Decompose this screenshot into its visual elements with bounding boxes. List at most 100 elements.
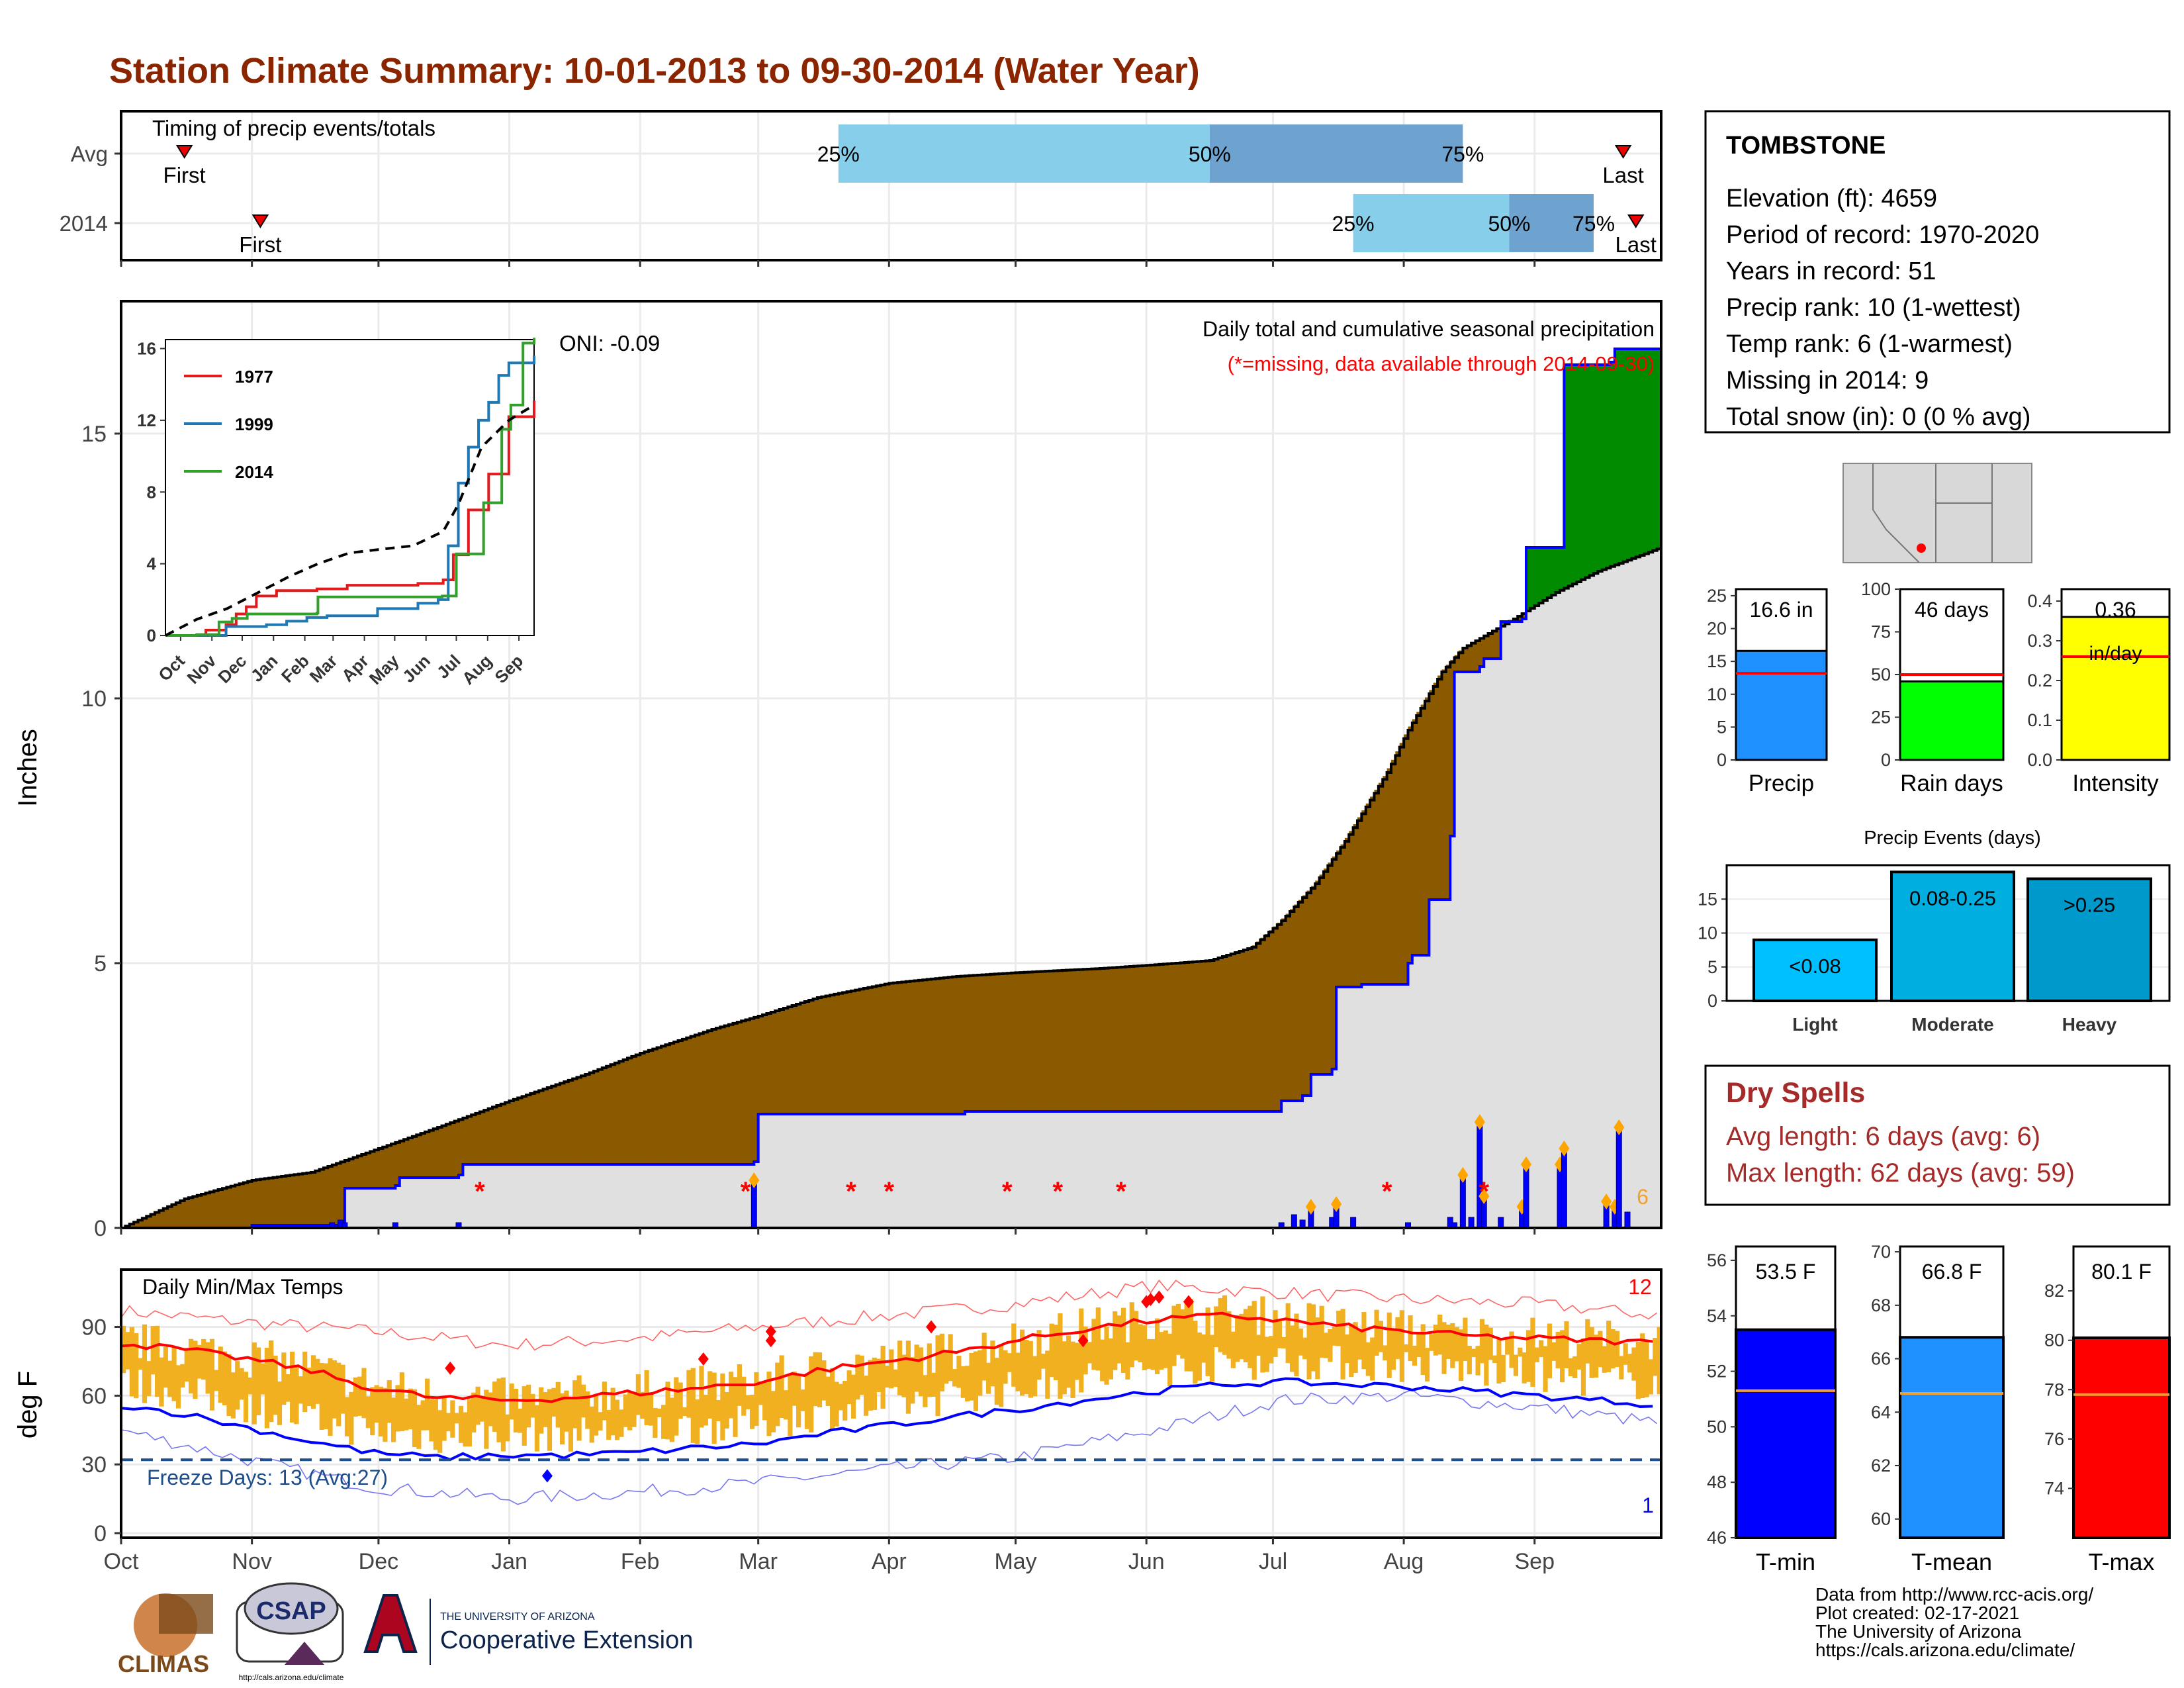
precip-deficit-fill — [1159, 964, 1164, 1111]
temp-daily-range-bar — [484, 1389, 489, 1449]
mini-bar-tick-label: 25 — [1707, 586, 1727, 606]
temp-daily-range-bar — [1306, 1303, 1312, 1380]
precip-deficit-fill — [627, 1057, 633, 1164]
precip-deficit-fill — [1116, 967, 1122, 1111]
mini-bar-Precip — [1735, 649, 1828, 761]
temp-daily-range-bar — [1066, 1335, 1071, 1388]
mini-bar-tick-label: 10 — [1707, 684, 1727, 704]
temp-daily-range-bar — [978, 1350, 983, 1396]
precip-deficit-fill — [855, 989, 860, 1114]
station-info-line: Years in record: 51 — [1726, 258, 1936, 285]
precip-deficit-fill — [1214, 959, 1219, 1111]
temp-daily-range-bar — [850, 1374, 856, 1419]
inset-y-tick-label: 8 — [147, 482, 156, 502]
temp-daily-range-bar — [467, 1399, 472, 1447]
temp-daily-range-bar — [640, 1391, 645, 1419]
precip-deficit-fill — [336, 1162, 341, 1225]
precip-deficit-fill — [1007, 973, 1012, 1111]
temp-daily-range-bar — [1606, 1321, 1612, 1372]
temp-daily-range-bar — [1395, 1317, 1400, 1360]
precip-deficit-fill — [505, 1102, 510, 1164]
precip-deficit-fill — [720, 1026, 725, 1164]
temp-daily-range-bar — [594, 1395, 599, 1436]
temp-daily-range-bar — [1424, 1348, 1430, 1382]
precip-deficit-fill — [324, 1167, 328, 1225]
precip-deficit-fill — [344, 1159, 349, 1188]
precip-deficit-fill — [846, 991, 852, 1114]
temp-daily-range-bar — [534, 1405, 539, 1452]
temp-daily-range-bar — [661, 1405, 666, 1439]
temp-daily-range-bar — [838, 1383, 843, 1411]
precip-deficit-fill — [1150, 964, 1156, 1111]
temp-record-min-line — [120, 1389, 1658, 1505]
precip-deficit-fill — [1273, 926, 1278, 1111]
temp-mini-tick-label: 70 — [1871, 1242, 1891, 1262]
temp-daily-range-bar — [859, 1355, 864, 1395]
temp-record-high-marker — [1183, 1295, 1194, 1309]
month-axis-label: Jun — [1128, 1549, 1165, 1574]
temp-daily-range-bar — [897, 1340, 903, 1395]
inset-legend-label: 1977 — [235, 367, 273, 387]
timing-percent-label: 25% — [817, 142, 860, 166]
precip-deficit-fill — [1353, 824, 1358, 987]
temp-daily-range-bar — [429, 1399, 434, 1442]
precip-deficit-fill — [1230, 953, 1236, 1111]
temp-mini-label: T-mean — [1911, 1548, 1992, 1575]
temp-daily-range-bar — [956, 1356, 962, 1388]
temp-daily-range-bar — [357, 1376, 363, 1416]
precip-deficit-fill — [901, 982, 907, 1114]
precip-surplus-fill — [1572, 365, 1578, 583]
temp-daily-range-bar — [1404, 1344, 1409, 1352]
temp-daily-range-bar — [1509, 1331, 1514, 1368]
temp-mini-tick-label: 56 — [1707, 1250, 1727, 1270]
temp-daily-range-bar — [218, 1346, 223, 1403]
temp-daily-range-bar — [560, 1393, 565, 1445]
precip-deficit-fill — [437, 1126, 443, 1178]
temp-daily-range-bar — [703, 1394, 708, 1426]
temp-mini-tick-label: 54 — [1707, 1306, 1727, 1326]
precip-deficit-fill — [648, 1049, 653, 1164]
temp-daily-range-bar — [1564, 1321, 1569, 1369]
temp-daily-range-bar — [619, 1409, 624, 1437]
temp-daily-range-bar — [1045, 1350, 1050, 1399]
precip-deficit-fill — [686, 1037, 692, 1164]
precip-deficit-fill — [1285, 914, 1291, 1101]
mini-bar-tick-label: 0.2 — [2027, 671, 2052, 690]
precip-deficit-fill — [775, 1010, 780, 1114]
temp-daily-range-bar — [226, 1354, 232, 1417]
temp-daily-range-bar — [1450, 1323, 1455, 1368]
precip-surplus-fill — [1534, 547, 1539, 604]
missing-day-marker: * — [1002, 1177, 1013, 1206]
precip-deficit-fill — [205, 1192, 210, 1228]
precip-deficit-fill — [572, 1078, 578, 1164]
temp-daily-range-bar — [1218, 1297, 1223, 1352]
precip-deficit-fill — [918, 980, 923, 1114]
timing-bar-50-75 — [1509, 194, 1594, 252]
mini-bar-label: Precip — [1749, 771, 1814, 796]
precip-surplus-fill — [1602, 365, 1607, 569]
temp-daily-range-bar — [1019, 1329, 1025, 1396]
precip-deficit-fill — [214, 1190, 219, 1228]
temp-daily-range-bar — [1188, 1299, 1194, 1372]
temp-daily-range-bar — [1653, 1338, 1658, 1376]
temp-mini-tick-label: 46 — [1707, 1528, 1727, 1548]
precip-deficit-fill — [606, 1065, 612, 1164]
temp-mini-bar-T-min — [1735, 1328, 1837, 1539]
precip-deficit-fill — [383, 1146, 388, 1188]
temp-daily-range-bar — [1285, 1303, 1291, 1364]
temp-daily-range-bar — [960, 1366, 966, 1398]
precip-deficit-fill — [1281, 918, 1287, 1101]
ua-cooperative-extension-text: Cooperative Extension — [440, 1626, 693, 1654]
precip-deficit-fill — [1416, 712, 1422, 955]
temp-daily-range-bar — [1635, 1341, 1641, 1399]
precip-deficit-fill — [306, 1172, 312, 1225]
temp-daily-range-bar — [1120, 1307, 1126, 1374]
temp-daily-range-bar — [344, 1397, 350, 1436]
temp-daily-range-bar — [441, 1397, 447, 1441]
precip-deficit-fill — [762, 1014, 768, 1114]
temp-daily-range-bar — [1028, 1340, 1033, 1398]
month-axis-label: Mar — [739, 1549, 778, 1574]
precip-daily-bar — [1624, 1211, 1631, 1229]
temp-daily-range-bar — [910, 1357, 915, 1404]
temp-daily-range-bar — [1209, 1335, 1215, 1382]
